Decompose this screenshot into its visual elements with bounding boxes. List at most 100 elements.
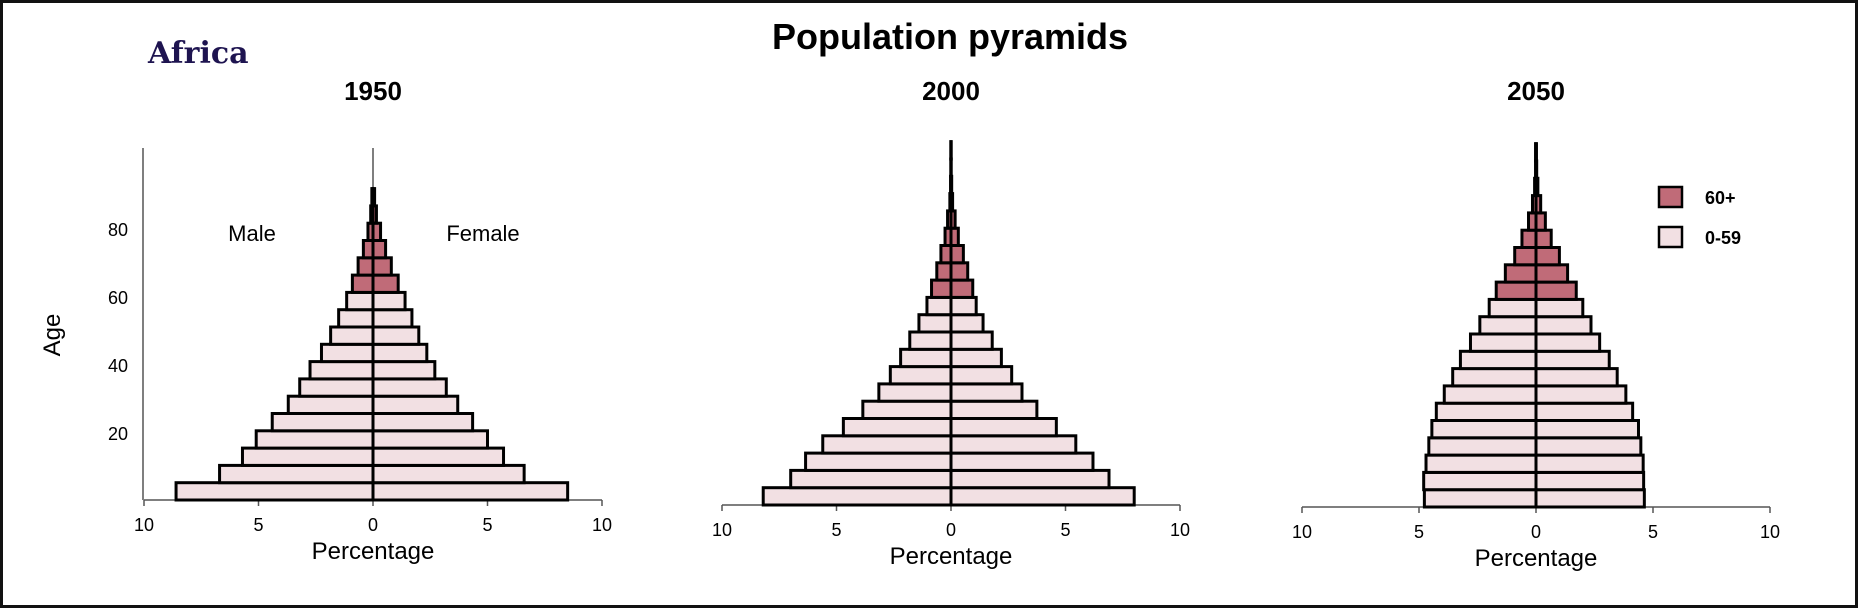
bar-male-40-44 bbox=[319, 342, 375, 364]
x-tick-label: 5 bbox=[482, 515, 492, 535]
legend: 60+ 0-59 bbox=[1657, 185, 1741, 249]
bar-male-60-64 bbox=[350, 273, 375, 294]
bar-female-20-24 bbox=[949, 417, 1058, 438]
y-axis-label: Age bbox=[39, 314, 66, 357]
bar-female-10-14 bbox=[1534, 453, 1645, 474]
bar-male-5-9 bbox=[1422, 470, 1538, 492]
x-axis-label: Percentage bbox=[312, 538, 435, 565]
bar-male-25-29 bbox=[1434, 401, 1538, 423]
bar-female-70-74 bbox=[1534, 246, 1561, 267]
bar-male-55-59 bbox=[925, 295, 953, 317]
y-tick-label: 20 bbox=[108, 424, 128, 444]
bar-female-65-69 bbox=[371, 256, 393, 277]
bar-female-5-9 bbox=[1534, 470, 1646, 492]
legend-label: 0-59 bbox=[1705, 228, 1741, 248]
panel-title: 1950 bbox=[344, 76, 402, 106]
bar-female-15-19 bbox=[1534, 436, 1643, 457]
bar-male-25-29 bbox=[286, 394, 375, 416]
bar-female-35-39 bbox=[949, 365, 1014, 386]
bar-male-65-69 bbox=[935, 261, 953, 282]
bar-female-25-29 bbox=[1534, 401, 1635, 423]
bar-male-50-54 bbox=[337, 308, 375, 329]
legend-label: 60+ bbox=[1705, 188, 1736, 208]
bar-male-30-34 bbox=[1442, 384, 1538, 405]
x-tick-label: 5 bbox=[831, 520, 841, 540]
x-tick-label: 0 bbox=[1531, 522, 1541, 542]
x-tick-label: 5 bbox=[253, 515, 263, 535]
bar-male-60-64 bbox=[1494, 280, 1538, 301]
bar-female-40-44 bbox=[371, 342, 429, 364]
bar-female-40-44 bbox=[1534, 349, 1611, 371]
bar-male-70-74 bbox=[1513, 246, 1538, 267]
bar-female-30-34 bbox=[949, 382, 1024, 403]
bar-male-20-24 bbox=[270, 412, 375, 433]
x-tick-label: 0 bbox=[368, 515, 378, 535]
bar-female-70-74 bbox=[371, 239, 388, 260]
bar-female-5-9 bbox=[949, 468, 1111, 490]
bar-female-10-14 bbox=[949, 451, 1095, 472]
bar-female-50-54 bbox=[949, 313, 985, 334]
bar-female-40-44 bbox=[949, 347, 1003, 369]
bar-female-60-64 bbox=[949, 278, 975, 299]
bar-male-20-24 bbox=[841, 417, 953, 438]
legend-swatch-60+ bbox=[1657, 185, 1684, 209]
bar-female-0-4 bbox=[371, 481, 570, 502]
bar-female-55-59 bbox=[371, 290, 407, 312]
bar-male-5-9 bbox=[789, 468, 953, 490]
bar-male-35-39 bbox=[888, 365, 953, 386]
region-label: Africa bbox=[147, 36, 249, 71]
bar-male-40-44 bbox=[1458, 349, 1538, 371]
bar-female-15-19 bbox=[371, 429, 489, 450]
bar-male-0-4 bbox=[761, 486, 953, 507]
bar-male-15-19 bbox=[821, 434, 953, 455]
x-tick-label: 5 bbox=[1414, 522, 1424, 542]
bar-female-25-29 bbox=[949, 399, 1039, 421]
pyramid-panel-2050: 2050 10 5 0 5 10 Percentage bbox=[1292, 76, 1780, 572]
bar-female-35-39 bbox=[371, 360, 437, 381]
bar-female-65-69 bbox=[1534, 263, 1570, 284]
bar-male-55-59 bbox=[1487, 297, 1538, 319]
x-tick-label: 10 bbox=[712, 520, 732, 540]
bar-female-0-4 bbox=[1534, 488, 1646, 509]
bar-female-60-64 bbox=[371, 273, 400, 294]
bar-female-10-14 bbox=[371, 446, 506, 467]
x-tick-label: 10 bbox=[1760, 522, 1780, 542]
bar-male-0-4 bbox=[174, 481, 375, 502]
bar-female-25-29 bbox=[371, 394, 460, 416]
y-tick-label: 60 bbox=[108, 288, 128, 308]
x-tick-label: 10 bbox=[134, 515, 154, 535]
panel-title: 2050 bbox=[1507, 76, 1565, 106]
bar-male-70-74 bbox=[939, 244, 953, 265]
panel-title: 2000 bbox=[922, 76, 980, 106]
bar-male-10-14 bbox=[804, 451, 953, 472]
bar-male-75-79 bbox=[1520, 228, 1538, 249]
pyramid-panel-2000: 2000 10 5 0 5 10 Percentage bbox=[712, 76, 1190, 570]
bar-male-65-69 bbox=[1503, 263, 1538, 284]
x-tick-label: 10 bbox=[1292, 522, 1312, 542]
bar-male-15-19 bbox=[1427, 436, 1538, 457]
bar-male-10-14 bbox=[1424, 453, 1538, 474]
bar-male-45-49 bbox=[1468, 332, 1538, 353]
bar-male-5-9 bbox=[218, 463, 375, 485]
y-tick-label: 40 bbox=[108, 356, 128, 376]
bar-female-30-34 bbox=[1534, 384, 1628, 405]
x-axis-label: Percentage bbox=[1475, 545, 1598, 572]
bar-male-55-59 bbox=[345, 290, 375, 312]
bar-female-50-54 bbox=[1534, 315, 1593, 336]
x-tick-label: 0 bbox=[946, 520, 956, 540]
bar-male-30-34 bbox=[877, 382, 953, 403]
bar-female-55-59 bbox=[1534, 297, 1585, 319]
bar-male-35-39 bbox=[308, 360, 375, 381]
bar-male-30-34 bbox=[298, 377, 375, 398]
legend-swatch-0-59 bbox=[1657, 225, 1684, 249]
x-axis-label: Percentage bbox=[890, 543, 1013, 570]
bar-male-40-44 bbox=[899, 347, 953, 369]
bar-female-35-39 bbox=[1534, 367, 1619, 388]
bar-female-70-74 bbox=[949, 244, 965, 265]
bar-female-60-64 bbox=[1534, 280, 1578, 301]
y-tick-label: 80 bbox=[108, 220, 128, 240]
x-tick-label: 10 bbox=[592, 515, 612, 535]
x-tick-label: 5 bbox=[1648, 522, 1658, 542]
bar-female-45-49 bbox=[949, 330, 994, 351]
